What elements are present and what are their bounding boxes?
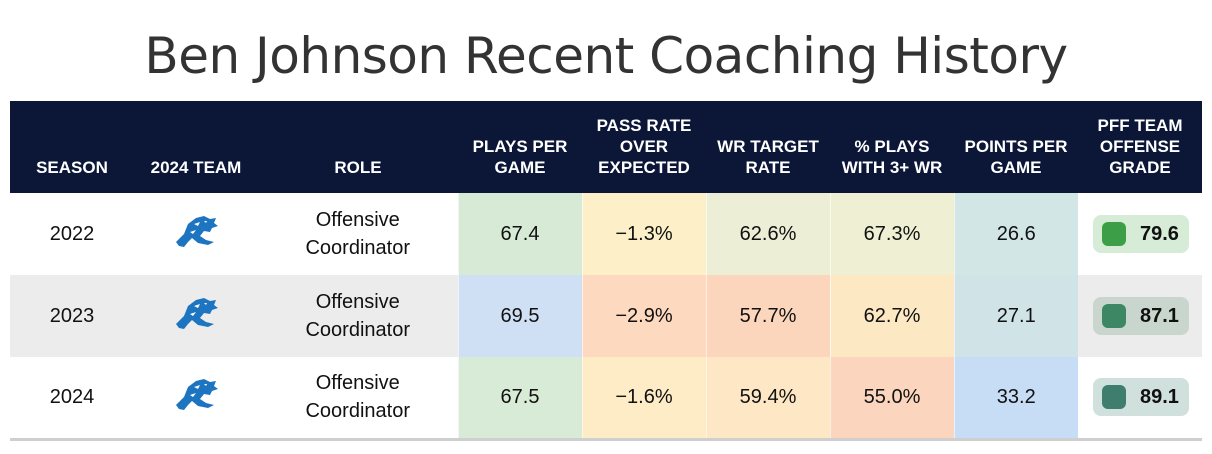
grade-badge: 87.1: [1093, 297, 1189, 335]
grade-swatch: [1102, 222, 1126, 246]
grade-badge: 79.6: [1093, 215, 1189, 253]
lions-logo-icon: [170, 375, 222, 413]
team-cell: [134, 193, 258, 275]
lions-logo-icon: [170, 212, 222, 250]
team-cell: [134, 275, 258, 357]
season-cell: 2024: [10, 357, 134, 441]
grade-value: 79.6: [1140, 222, 1179, 245]
team-cell: [134, 357, 258, 441]
plays-with-3-wr-cell: 67.3%: [829, 193, 954, 275]
header-row: SEASON 2024 TEAM ROLE PLAYS PER GAME PAS…: [10, 101, 1202, 193]
header-team: 2024 TEAM: [150, 158, 242, 177]
grade-cell: 79.6: [1078, 193, 1202, 275]
role-cell: Offensive Coordinator: [305, 291, 410, 341]
lions-logo-icon: [170, 294, 222, 332]
page-title: Ben Johnson Recent Coaching History: [144, 27, 1068, 85]
header-points-per-game: POINTS PER GAME: [964, 137, 1068, 177]
coaching-history-table: SEASON 2024 TEAM ROLE PLAYS PER GAME PAS…: [10, 101, 1202, 441]
pass-rate-over-expected-cell: −1.3%: [581, 193, 706, 275]
plays-per-game-cell: 69.5: [457, 275, 582, 357]
header-plays-with-3-wr: % PLAYS WITH 3+ WR: [841, 137, 943, 177]
role-cell: Offensive Coordinator: [258, 357, 458, 441]
points-per-game-cell: 27.1: [953, 275, 1078, 357]
grade-cell: 87.1: [1078, 275, 1202, 357]
header-wr-target-rate: WR TARGET RATE: [717, 137, 819, 177]
wr-target-rate-cell: 62.6%: [705, 193, 830, 275]
table-row: 2024 Offensive Coordinator 67.5 −1.6% 59…: [10, 357, 1202, 441]
grade-value: 89.1: [1140, 385, 1179, 408]
points-per-game-cell: 33.2: [953, 357, 1078, 441]
grade-swatch: [1102, 304, 1126, 328]
header-pff-offense-grade: PFF TEAM OFFENSE GRADE: [1097, 116, 1183, 177]
header-role: ROLE: [334, 158, 382, 177]
grade-badge: 89.1: [1093, 378, 1189, 417]
plays-per-game-cell: 67.5: [457, 357, 582, 441]
plays-with-3-wr-cell: 55.0%: [829, 357, 954, 441]
pass-rate-over-expected-cell: −2.9%: [581, 275, 706, 357]
points-per-game-cell: 26.6: [953, 193, 1078, 275]
wr-target-rate-cell: 57.7%: [705, 275, 830, 357]
season-cell: 2023: [49, 304, 95, 327]
plays-with-3-wr-cell: 62.7%: [829, 275, 954, 357]
season-cell: 2022: [49, 222, 95, 245]
header-pass-rate-over-expected: PASS RATE OVER EXPECTED: [596, 116, 692, 177]
table-row: 2023 Offensive Coordinator 69.5 −2.9% 57…: [10, 275, 1202, 357]
pass-rate-over-expected-cell: −1.6%: [581, 357, 706, 441]
header-plays-per-game: PLAYS PER GAME: [472, 137, 568, 177]
role-cell: Offensive Coordinator: [305, 209, 410, 259]
table-row: 2022 Offensive Coordinator 67.4 −1.3% 62…: [10, 193, 1202, 275]
grade-value: 87.1: [1140, 304, 1179, 327]
grade-cell: 89.1: [1078, 357, 1202, 441]
grade-swatch: [1102, 385, 1126, 410]
wr-target-rate-cell: 59.4%: [705, 357, 830, 441]
header-season: SEASON: [36, 158, 108, 177]
plays-per-game-cell: 67.4: [457, 193, 582, 275]
